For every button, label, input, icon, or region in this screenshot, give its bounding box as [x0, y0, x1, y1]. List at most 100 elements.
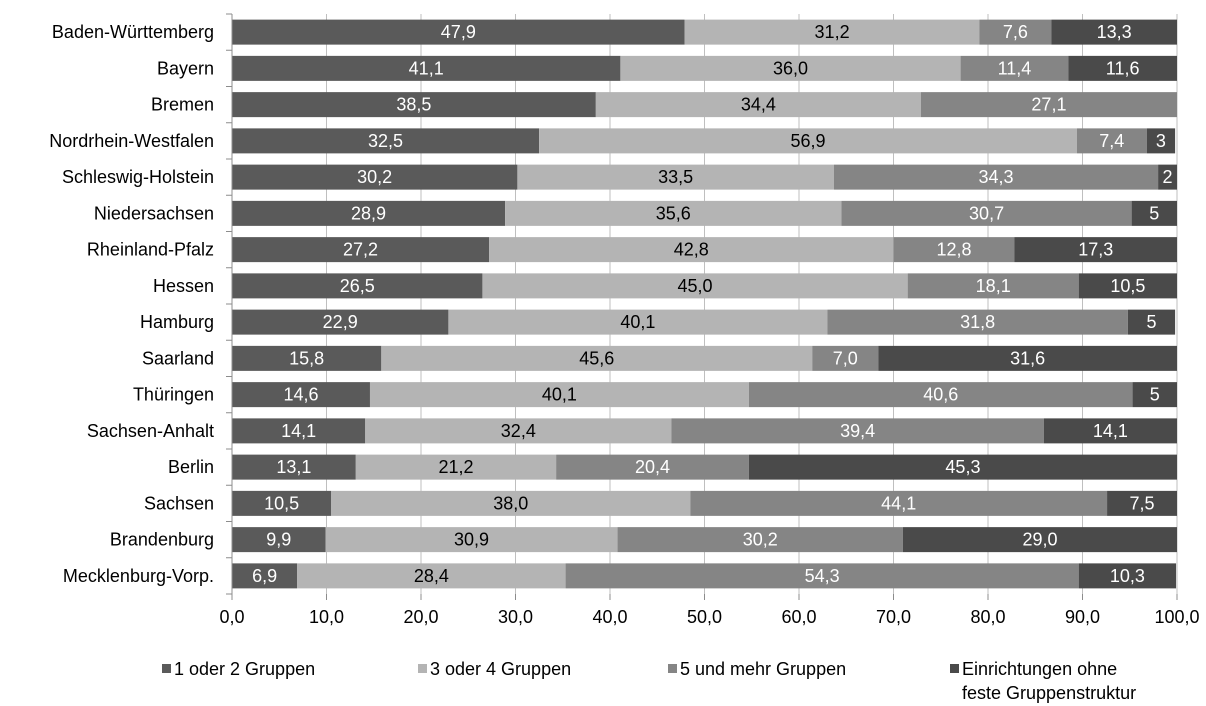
x-tick-label: 40,0 [592, 607, 627, 627]
bar-segment [297, 563, 566, 589]
bar-segment [556, 454, 749, 480]
legend-swatch [668, 664, 677, 673]
bar-segment [381, 345, 813, 371]
data-label: 7,0 [833, 348, 858, 368]
bar-segment [232, 490, 332, 516]
data-label: 34,4 [741, 95, 776, 115]
bar-segment [232, 563, 298, 589]
bar-segment [232, 527, 326, 553]
legend-label: 3 oder 4 Gruppen [430, 659, 571, 679]
bar-segment [489, 237, 894, 263]
bar-segment [748, 454, 1177, 480]
x-tick-label: 100,0 [1154, 607, 1199, 627]
data-label: 7,6 [1003, 22, 1028, 42]
data-label: 56,9 [790, 131, 825, 151]
x-tick-labels: 0,0 10,0 20,0 30,0 40,0 50,0 60,0 70,0 80,0 90,0 1… [219, 607, 1199, 627]
data-label: 14,1 [1093, 421, 1128, 441]
data-label: 26,5 [340, 276, 375, 296]
bar-segment [1043, 418, 1177, 444]
data-label: 27,1 [1031, 95, 1066, 115]
bar-segment [902, 527, 1177, 553]
data-label: 14,6 [283, 385, 318, 405]
bar-segment [671, 418, 1044, 444]
data-label: 10,5 [264, 493, 299, 513]
category-label: Bayern [157, 58, 214, 78]
data-label: 30,9 [454, 530, 489, 550]
bar-segment [1078, 273, 1177, 299]
x-tick-label: 60,0 [781, 607, 816, 627]
category-label: Sachsen-Anhalt [87, 421, 214, 441]
bar-segment [232, 19, 685, 45]
data-label: 6,9 [252, 566, 277, 586]
bar-segment [232, 55, 621, 81]
data-label: 13,1 [276, 457, 311, 477]
data-label: 34,3 [979, 167, 1014, 187]
data-label: 30,2 [743, 530, 778, 550]
bar-segment [232, 164, 518, 190]
category-label: Schleswig-Holstein [62, 167, 214, 187]
bar-segment [232, 200, 506, 226]
bar-segment [1158, 164, 1177, 190]
data-label: 31,2 [815, 22, 850, 42]
category-label: Thüringen [133, 385, 214, 405]
bar-segment [232, 237, 490, 263]
bar-segment [448, 309, 828, 335]
category-label: Nordrhein-Westfalen [49, 131, 214, 151]
bar-segment [365, 418, 672, 444]
data-label: 38,5 [396, 95, 431, 115]
bar-segment [979, 19, 1052, 45]
data-label: 54,3 [805, 566, 840, 586]
data-label: 5 [1149, 203, 1159, 223]
legend-swatch [162, 664, 171, 673]
category-label: Saarland [142, 348, 214, 368]
data-label: 30,7 [969, 203, 1004, 223]
bar-segment [1051, 19, 1177, 45]
bar-segment [232, 418, 366, 444]
legend-label: Einrichtungen ohne [962, 659, 1117, 679]
category-label: Hessen [153, 276, 214, 296]
category-label: Brandenburg [110, 530, 214, 550]
x-tick-label: 80,0 [970, 607, 1005, 627]
data-label: 29,0 [1022, 530, 1057, 550]
bar-segment [232, 128, 540, 154]
data-label: 3 [1156, 131, 1166, 151]
bar-segment [232, 92, 596, 118]
bar-segment [960, 55, 1069, 81]
data-label: 36,0 [773, 58, 808, 78]
data-label: 42,8 [674, 240, 709, 260]
data-label: 22,9 [323, 312, 358, 332]
data-label: 32,5 [368, 131, 403, 151]
bar-segment [1068, 55, 1177, 81]
bar-segment [565, 563, 1079, 589]
data-label: 31,8 [960, 312, 995, 332]
data-label: 10,5 [1110, 276, 1145, 296]
data-label: 44,1 [881, 493, 916, 513]
data-label: 21,2 [438, 457, 473, 477]
data-label: 7,5 [1130, 493, 1155, 513]
data-label: 14,1 [281, 421, 316, 441]
x-tick-label: 30,0 [498, 607, 533, 627]
bar-segment [907, 273, 1079, 299]
bar-segment [482, 273, 908, 299]
data-label: 11,4 [998, 58, 1032, 78]
bar-segment [355, 454, 557, 480]
data-label: 18,1 [976, 276, 1011, 296]
bar-segment [1076, 128, 1147, 154]
bars: 47,9 31,2 7,6 13,3 41,1 36,0 11,4 11,6 38,5 34,4 2… [232, 19, 1177, 589]
bar-segment [893, 237, 1015, 263]
bar-segment [1131, 200, 1177, 226]
data-label: 5 [1146, 312, 1156, 332]
data-label: 15,8 [289, 348, 324, 368]
category-label: Mecklenburg-Vorp. [63, 566, 214, 586]
category-label: Rheinland-Pfalz [87, 240, 214, 260]
x-tick-label: 50,0 [687, 607, 722, 627]
data-label: 39,4 [840, 421, 875, 441]
bar-segment [878, 345, 1177, 371]
bar-segment [812, 345, 879, 371]
bar-segment [1127, 309, 1176, 335]
x-tick-label: 10,0 [309, 607, 344, 627]
data-label: 47,9 [441, 22, 476, 42]
data-label: 32,4 [501, 421, 536, 441]
data-label: 40,6 [923, 385, 958, 405]
